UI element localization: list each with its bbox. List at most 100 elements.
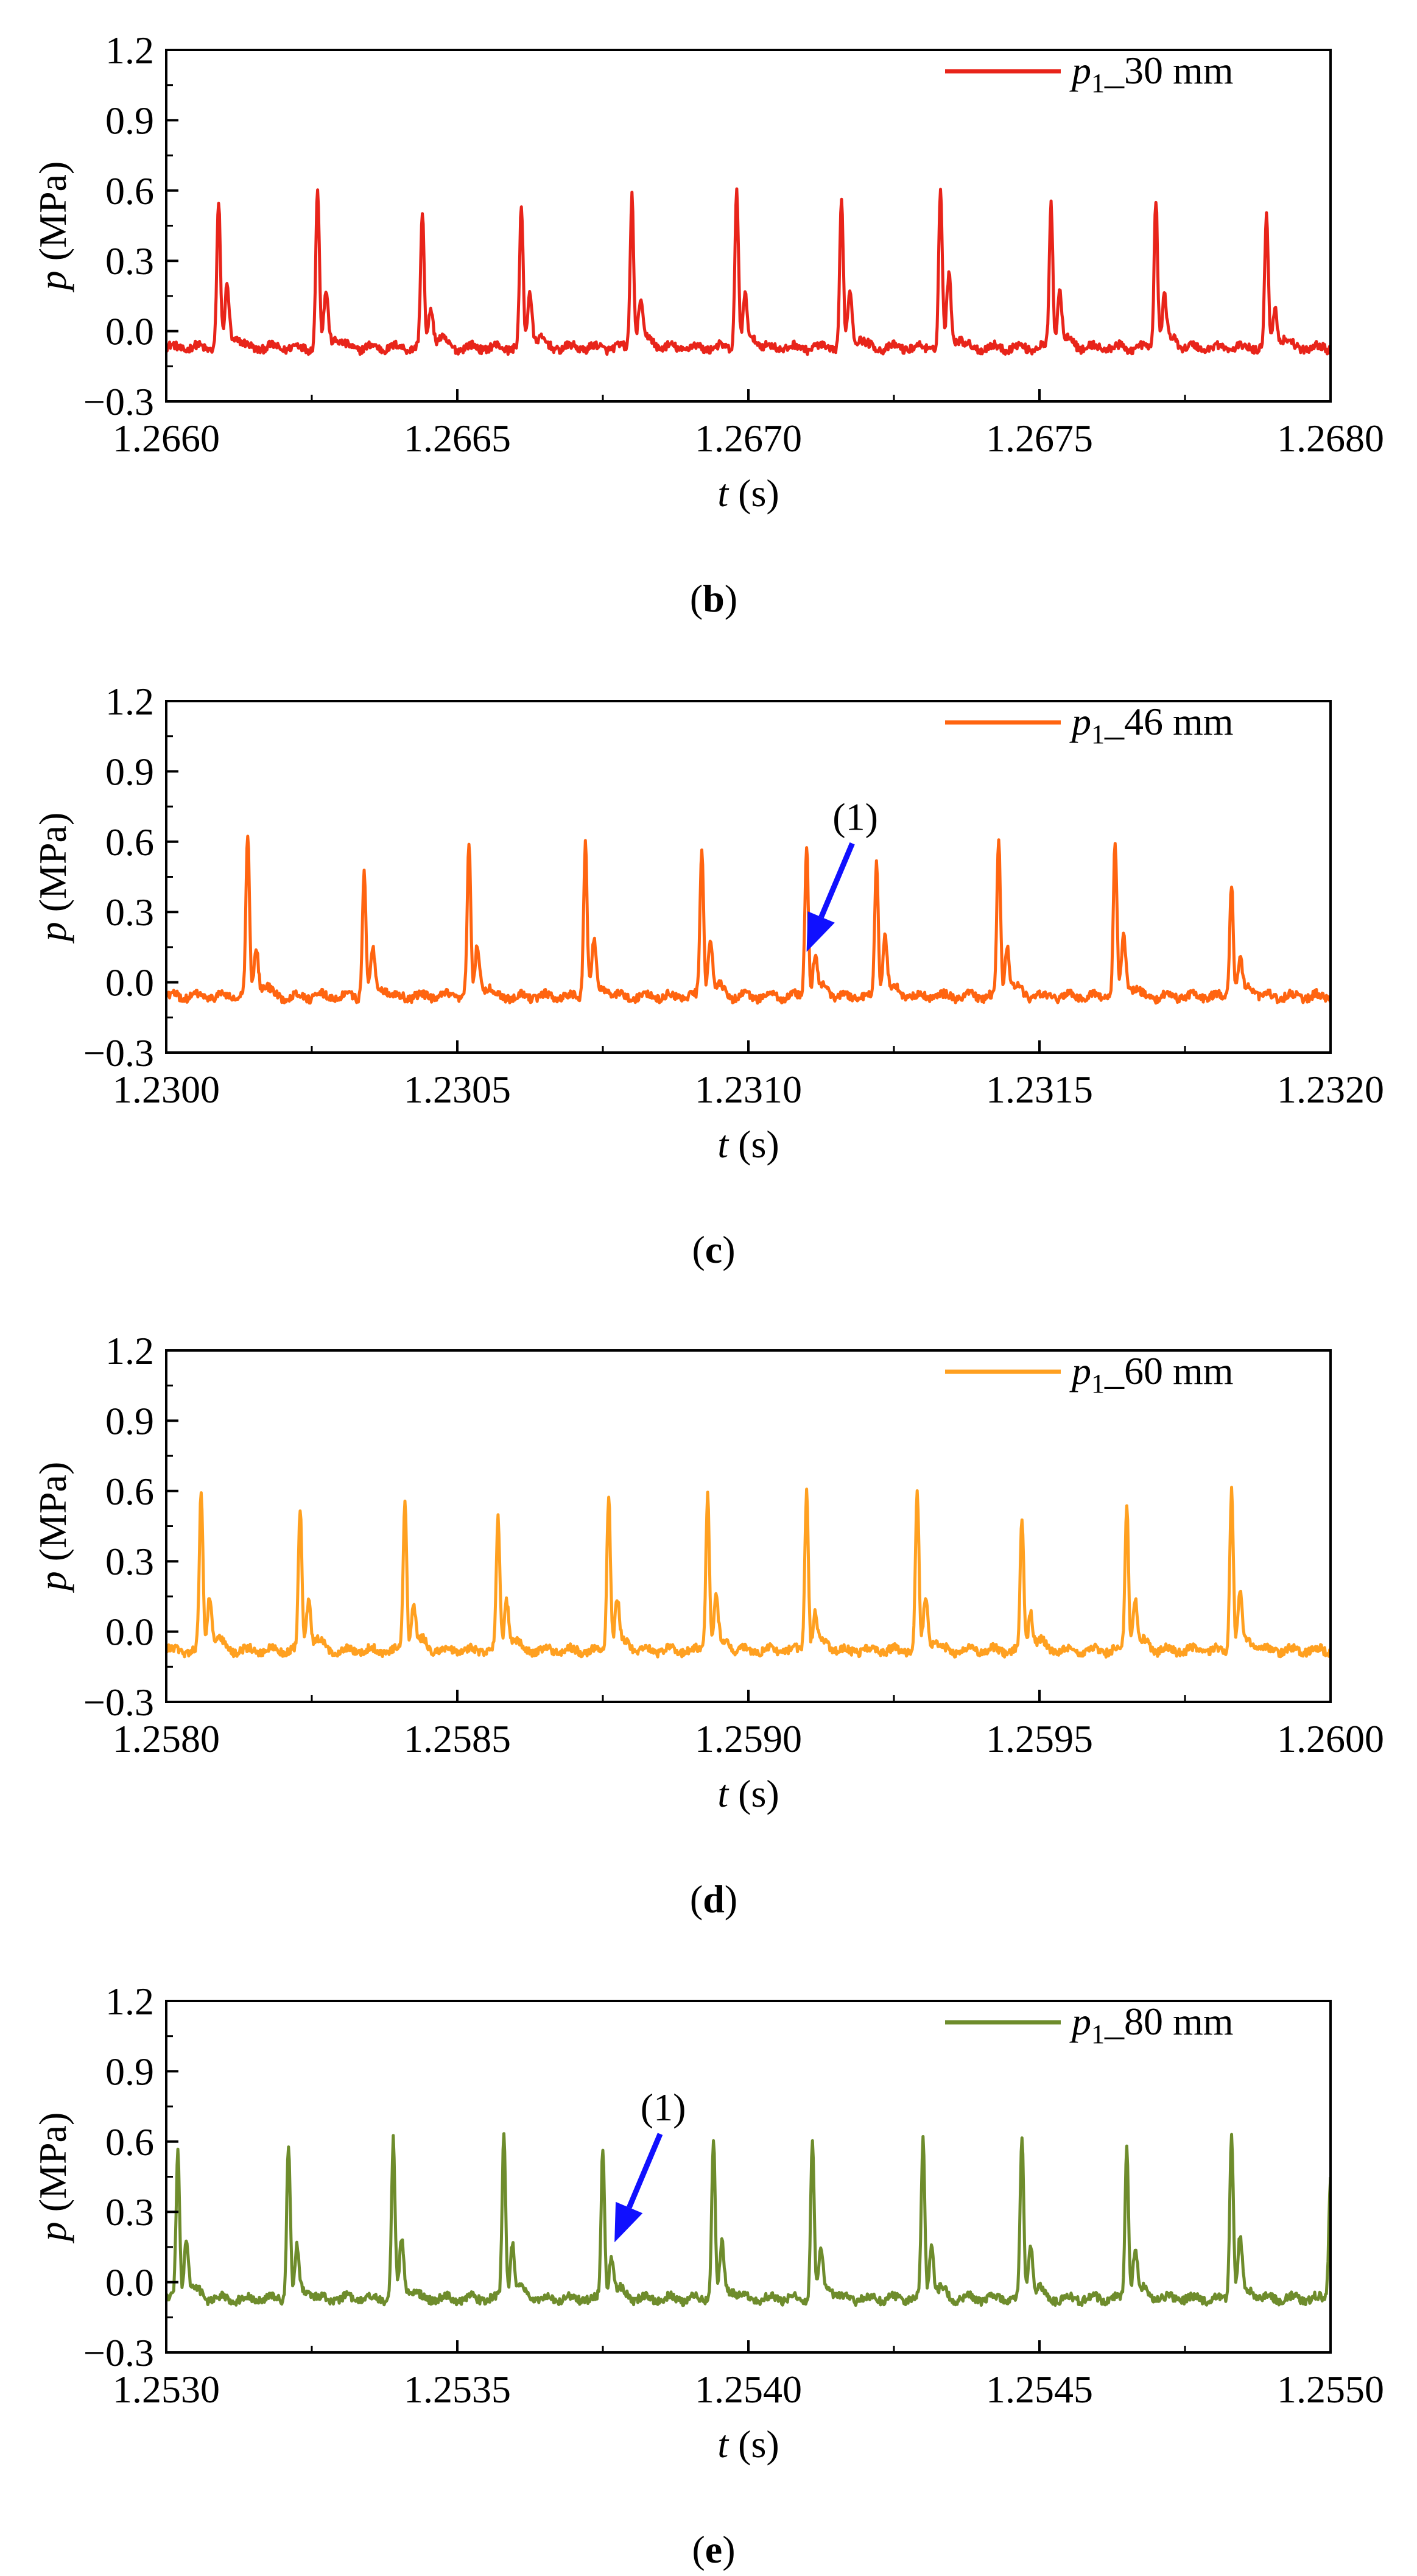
x-tick-label: 1.2595 [986,1717,1093,1760]
panel-d: 1.2 0.9 0.6 0.3 0.0 −0.31.2580 1.2585 1.2590 1.2… [31,1329,1384,1921]
x-tick-label: 1.2670 [695,417,802,460]
pressure-peak-point [915,1492,919,1495]
panel-c: 1.2 0.9 0.6 0.3 0.0 −0.31.2300 1.2305 1.2310 1.2… [31,680,1384,1271]
pressure-peak-point [601,2147,605,2150]
pressure-peak-point [1154,196,1158,199]
x-tick-label: 1.2315 [986,1068,1093,1111]
x-tick-label: 1.2300 [113,1068,220,1111]
pressure-peak-point [1020,2137,1024,2141]
pressure-peak-point [287,2140,290,2144]
pressure-peak-point [735,186,739,190]
pressure-peak-point [496,1517,500,1521]
pressure-peak-point [583,840,587,844]
y-tick-label: 0.6 [105,169,154,213]
panel-caption: (c) [692,1228,735,1271]
pressure-peak-point [805,840,809,844]
pressure-peak-point [1346,835,1350,839]
pressure-peak-point [421,212,424,216]
pressure-series-line [166,2132,1331,2307]
x-tick-label: 1.2675 [986,417,1093,460]
legend-label: p1_80 mm [1069,2000,1234,2049]
y-tick-label: −0.3 [83,2331,154,2374]
pressure-series-line [166,835,1331,1005]
panel-caption: (d) [690,1877,737,1921]
y-axis-label: p (MPa) [31,161,74,293]
y-tick-label: 0.9 [105,99,154,142]
x-tick-label: 1.2600 [1277,1717,1384,1760]
pressure-peak-point [362,870,366,874]
y-tick-label: 0.0 [105,961,154,1004]
pressure-peak-point [700,845,704,849]
pressure-peak-point [1113,840,1117,844]
x-tick-label: 1.2530 [113,2368,220,2411]
y-tick-label: −0.3 [83,1031,154,1075]
pressure-peak-point [519,208,523,211]
x-tick-label: 1.2550 [1277,2368,1384,2411]
panel-caption: (b) [690,577,737,620]
pressure-peak-point [392,2140,395,2144]
pressure-peak-point [1049,200,1053,204]
pressure-peak-point [1265,212,1268,216]
pressure-peak-point [1125,1501,1128,1505]
x-tick-label: 1.2585 [404,1717,511,1760]
x-tick-label: 1.2660 [113,417,220,460]
pressure-peak-point [630,191,634,195]
pressure-peak-point [840,200,843,204]
x-tick-label: 1.2305 [404,1068,511,1111]
pressure-series-line [166,187,1331,356]
y-tick-label: 0.6 [105,1470,154,1513]
x-tick-label: 1.2545 [986,2368,1093,2411]
x-tick-label: 1.2680 [1277,417,1384,460]
y-tick-label: 0.6 [105,820,154,864]
y-tick-label: 0.3 [105,2190,154,2234]
panel-caption: (e) [692,2528,735,2571]
y-tick-label: 0.3 [105,1540,154,1583]
pressure-peak-point [706,1489,709,1493]
y-tick-label: 1.2 [105,29,154,72]
pressure-peak-point [1230,2128,1234,2132]
panel-b: 1.2 0.9 0.6 0.3 0.0 −0.31.2660 1.2665 1.2670 1.2… [31,29,1384,620]
pressure-peak-point [810,2140,814,2144]
y-tick-label: 0.3 [105,891,154,934]
pressure-peak-point [199,1489,203,1493]
pressure-peak-point [403,1498,407,1502]
x-axis-label: t (s) [717,1772,779,1815]
x-tick-label: 1.2580 [113,1717,220,1760]
pressure-peak-point [502,2133,506,2136]
y-tick-label: −0.3 [83,1681,154,1724]
x-tick-label: 1.2310 [695,1068,802,1111]
annotation-arrow [627,2133,663,2209]
annotation-label: (1) [832,796,878,839]
pressure-peak-point [298,1508,302,1512]
pressure-peak-point [921,2140,925,2144]
legend-label: p1_30 mm [1069,49,1234,98]
pressure-peak-point [316,186,320,190]
pressure-peak-point [1230,1484,1234,1488]
pressure-peak-point [712,2137,716,2141]
pressure-peak-point [217,200,220,204]
x-tick-label: 1.2590 [695,1717,802,1760]
annotation-arrow-head [614,2201,643,2243]
x-tick-label: 1.2665 [404,417,511,460]
x-tick-label: 1.2540 [695,2368,802,2411]
annotation-arrow [818,842,855,919]
pressure-peak-point [874,859,878,863]
y-tick-label: 0.9 [105,2050,154,2093]
pressure-peak-point [176,2151,180,2155]
pressure-peak-point [467,845,471,849]
legend-label: p1_60 mm [1069,1349,1234,1399]
y-axis-label: p (MPa) [31,1462,74,1593]
pressure-series-line [166,1486,1331,1659]
y-axis-label: p (MPa) [31,813,74,944]
legend-label: p1_46 mm [1069,700,1234,749]
pressure-peak-point [607,1489,611,1493]
y-tick-label: 0.0 [105,1611,154,1654]
pressure-peak-point [997,838,1000,841]
y-tick-label: 0.3 [105,239,154,283]
pressure-peak-point [1230,880,1234,883]
y-tick-label: 0.9 [105,750,154,793]
y-tick-label: 0.0 [105,2261,154,2304]
y-tick-label: 0.6 [105,2120,154,2164]
pressure-peak-point [805,1487,809,1491]
